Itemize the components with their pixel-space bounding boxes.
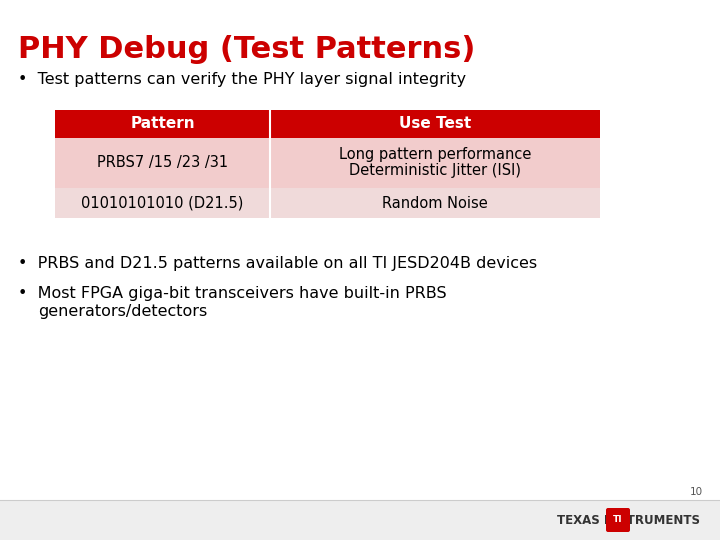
- FancyBboxPatch shape: [55, 110, 600, 138]
- Text: 10: 10: [690, 487, 703, 497]
- Text: Use Test: Use Test: [399, 117, 471, 132]
- Text: •  Test patterns can verify the PHY layer signal integrity: • Test patterns can verify the PHY layer…: [18, 72, 466, 87]
- Text: generators/detectors: generators/detectors: [38, 304, 207, 319]
- FancyBboxPatch shape: [606, 508, 630, 532]
- Text: Deterministic Jitter (ISI): Deterministic Jitter (ISI): [349, 164, 521, 179]
- Text: •  Most FPGA giga-bit transceivers have built-in PRBS: • Most FPGA giga-bit transceivers have b…: [18, 286, 446, 301]
- FancyBboxPatch shape: [55, 138, 600, 188]
- FancyBboxPatch shape: [0, 500, 720, 540]
- Text: 01010101010 (D21.5): 01010101010 (D21.5): [81, 195, 243, 211]
- Text: Pattern: Pattern: [130, 117, 195, 132]
- Text: Random Noise: Random Noise: [382, 195, 488, 211]
- Text: Long pattern performance: Long pattern performance: [339, 147, 531, 163]
- Text: PHY Debug (Test Patterns): PHY Debug (Test Patterns): [18, 35, 475, 64]
- Text: •  PRBS and D21.5 patterns available on all TI JESD204B devices: • PRBS and D21.5 patterns available on a…: [18, 256, 537, 271]
- Text: TI: TI: [613, 516, 623, 524]
- Text: PRBS7 /15 /23 /31: PRBS7 /15 /23 /31: [97, 156, 228, 171]
- Text: TEXAS INSTRUMENTS: TEXAS INSTRUMENTS: [557, 514, 700, 526]
- FancyBboxPatch shape: [55, 188, 600, 218]
